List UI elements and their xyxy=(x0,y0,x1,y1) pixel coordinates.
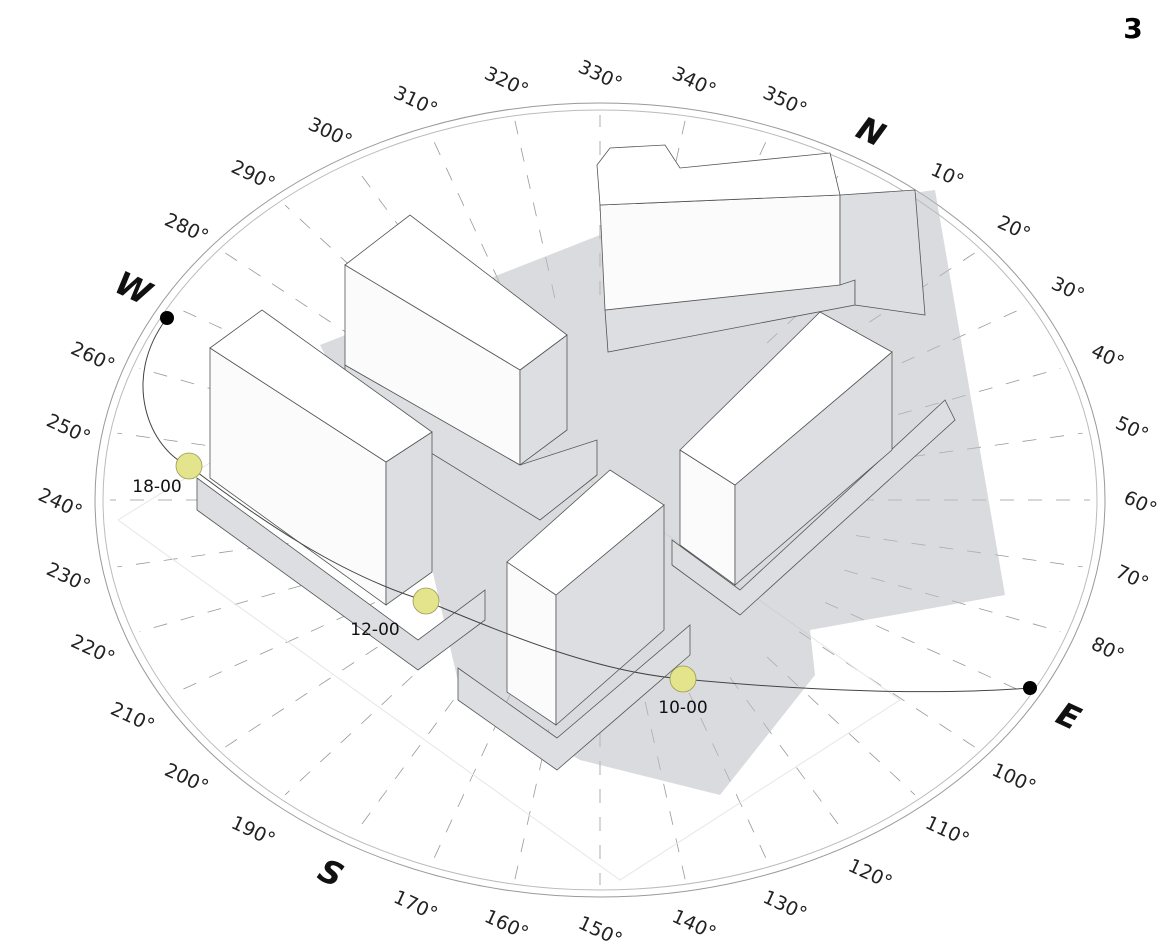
building-top xyxy=(344,214,568,371)
degree-label: 60° xyxy=(1120,486,1160,520)
degree-label: 170° xyxy=(390,886,441,925)
building-plinth xyxy=(196,477,486,671)
building-top xyxy=(209,309,433,463)
cardinal-label: W xyxy=(109,264,159,314)
time-label: 12-00 xyxy=(350,620,399,640)
degree-label: 280° xyxy=(161,209,212,248)
degree-label: 40° xyxy=(1088,340,1128,374)
degree-label: 350° xyxy=(760,82,811,121)
degree-label: 150° xyxy=(575,912,626,950)
building-face xyxy=(839,189,926,316)
radial-tick xyxy=(224,631,402,748)
building xyxy=(596,144,926,353)
degree-label: 330° xyxy=(575,56,626,95)
sun-marker xyxy=(175,452,203,480)
degree-label: 50° xyxy=(1112,412,1152,446)
degree-label: 260° xyxy=(67,338,118,377)
degree-label: 200° xyxy=(161,759,212,798)
degree-label: 70° xyxy=(1112,561,1152,595)
cardinal-label: S xyxy=(312,851,349,895)
radial-tick xyxy=(354,677,471,834)
degree-label: 240° xyxy=(35,484,86,523)
degree-label: 230° xyxy=(43,558,94,597)
radial-tick xyxy=(175,602,375,693)
degree-label: 190° xyxy=(228,812,279,851)
sun-marker xyxy=(669,665,697,693)
building-top xyxy=(679,311,893,486)
degree-label: 80° xyxy=(1088,633,1128,667)
sun-path xyxy=(142,317,1031,693)
degree-label: 250° xyxy=(43,410,94,449)
building-plinth xyxy=(457,624,691,771)
compass-dot xyxy=(1023,681,1037,695)
inner-ring xyxy=(102,109,1098,891)
cardinal-label: N xyxy=(851,109,892,155)
degree-label: 120° xyxy=(845,855,896,894)
building xyxy=(344,214,598,521)
sun-marker xyxy=(412,587,440,615)
degree-label: 110° xyxy=(922,812,973,851)
building xyxy=(457,469,691,771)
degree-label: 290° xyxy=(228,156,279,195)
degree-label: 130° xyxy=(760,886,811,925)
time-label: 10-00 xyxy=(658,698,707,718)
outer-ring xyxy=(94,102,1106,898)
building xyxy=(196,309,486,671)
compass-dot xyxy=(160,311,174,325)
degree-label: 160° xyxy=(481,905,532,944)
degree-label: 340° xyxy=(669,62,720,101)
building-top xyxy=(596,144,841,206)
time-label: 18-00 xyxy=(132,477,181,497)
degree-label: 10° xyxy=(927,159,967,193)
cardinal-label: E xyxy=(1051,694,1087,738)
compass-rings xyxy=(94,102,1106,898)
degree-label: 220° xyxy=(67,630,118,669)
degree-label: 300° xyxy=(305,113,356,152)
radial-tick xyxy=(284,656,434,796)
degree-label: 210° xyxy=(107,698,158,737)
building-plinth xyxy=(671,399,956,616)
degree-label: 310° xyxy=(390,82,441,121)
degree-label: 20° xyxy=(994,211,1034,245)
degree-label: 100° xyxy=(988,759,1039,798)
building xyxy=(671,311,956,616)
building-top xyxy=(506,469,665,596)
degree-label: 320° xyxy=(481,62,532,101)
radial-tick xyxy=(798,631,976,748)
page-number: 3 xyxy=(1123,12,1142,45)
sun-positions: 18-00 12-00 10-00 xyxy=(132,452,708,718)
degree-label: 140° xyxy=(669,905,720,944)
degree-label: 30° xyxy=(1048,272,1088,306)
